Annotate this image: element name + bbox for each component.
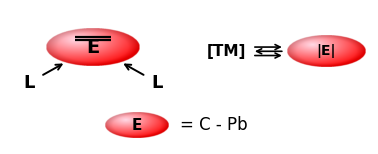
Text: = C - Pb: = C - Pb	[180, 116, 247, 134]
Text: |E|: |E|	[316, 44, 336, 58]
Text: L: L	[24, 74, 35, 92]
Text: E: E	[87, 38, 100, 57]
Text: L: L	[152, 74, 163, 92]
Text: E: E	[131, 118, 142, 133]
Text: [TM]: [TM]	[207, 44, 246, 59]
